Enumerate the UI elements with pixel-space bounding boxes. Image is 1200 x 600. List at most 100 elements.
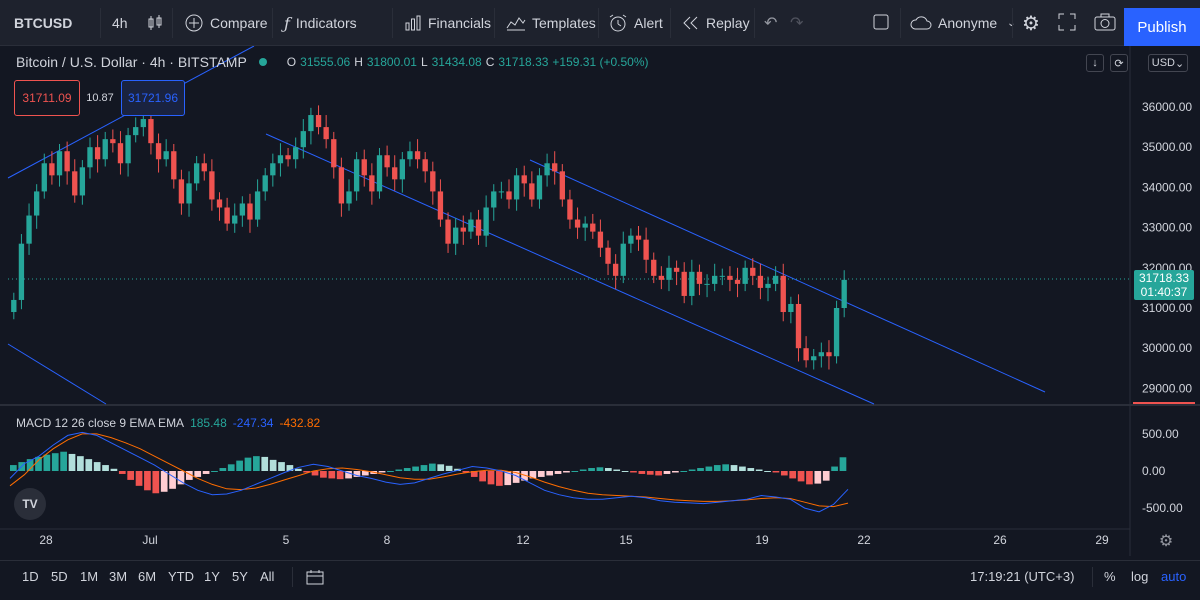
cloud-icon bbox=[910, 15, 932, 31]
time-tick-label: 15 bbox=[619, 533, 633, 547]
macd-hist-bar bbox=[412, 466, 419, 471]
candle-body bbox=[719, 275, 725, 277]
range-all[interactable]: All bbox=[260, 569, 275, 584]
macd-hist-bar bbox=[211, 471, 218, 472]
macd-hist-bar bbox=[135, 471, 143, 486]
candle-body bbox=[452, 227, 459, 244]
macd-tick-label: -500.00 bbox=[1142, 501, 1183, 515]
templates-button[interactable]: Templates bbox=[502, 6, 600, 40]
undo-button[interactable]: ↶ bbox=[760, 6, 781, 40]
chart-canvas[interactable]: 36000.0035000.0034000.0033000.0032000.00… bbox=[0, 46, 1200, 556]
range-1m[interactable]: 1M bbox=[80, 569, 99, 584]
macd-hist-bar bbox=[663, 471, 671, 474]
candle-body bbox=[384, 155, 390, 168]
financials-button[interactable]: Financials bbox=[400, 6, 495, 40]
range-5y[interactable]: 5Y bbox=[232, 569, 248, 584]
time-tick-label: 26 bbox=[993, 533, 1007, 547]
close-label: C bbox=[485, 55, 495, 69]
macd-hist-bar bbox=[722, 464, 730, 471]
reset-chart-button[interactable]: ⟳ bbox=[1110, 54, 1128, 72]
chart-style-button[interactable] bbox=[142, 6, 174, 40]
buy-button[interactable]: 31721.96 bbox=[121, 80, 185, 116]
scroll-down-button[interactable]: ↓ bbox=[1086, 54, 1104, 72]
replay-button[interactable]: Replay bbox=[678, 6, 754, 40]
macd-hist-bar bbox=[261, 456, 269, 471]
log-toggle[interactable]: log bbox=[1131, 569, 1149, 584]
macd-hist-bar bbox=[479, 471, 486, 482]
publish-button[interactable]: Publish bbox=[1124, 8, 1200, 46]
range-1y[interactable]: 1Y bbox=[204, 569, 220, 584]
camera-icon bbox=[1094, 13, 1116, 34]
layout-name-button[interactable]: Anonyme ⌄ bbox=[906, 6, 1020, 40]
candle-body bbox=[254, 191, 261, 220]
auto-toggle[interactable]: auto bbox=[1161, 569, 1187, 584]
settings-button[interactable]: ⚙ bbox=[1018, 6, 1044, 40]
macd-hist-bar bbox=[43, 454, 51, 471]
divider bbox=[670, 8, 671, 38]
range-6m[interactable]: 6M bbox=[138, 569, 157, 584]
candle-body bbox=[414, 151, 421, 160]
date-range-button[interactable] bbox=[306, 569, 324, 588]
fullscreen-button[interactable] bbox=[1054, 6, 1080, 40]
divider bbox=[100, 8, 101, 38]
candle-body bbox=[422, 159, 428, 172]
range-5d[interactable]: 5D bbox=[51, 569, 68, 584]
candle-body bbox=[491, 191, 497, 208]
macd-hist-bar bbox=[646, 471, 654, 475]
redo-button[interactable]: ↷ bbox=[786, 6, 807, 40]
candle-body bbox=[148, 119, 154, 144]
candle-body bbox=[224, 207, 230, 224]
clock[interactable]: 17:19:21 (UTC+3) bbox=[970, 569, 1075, 584]
currency-select[interactable]: USD ⌄ bbox=[1148, 54, 1188, 72]
candle-body bbox=[559, 171, 565, 200]
layout-name-label: Anonyme bbox=[938, 15, 998, 31]
market-open-indicator bbox=[258, 58, 267, 66]
symbol-title: Bitcoin / U.S. Dollar · 4h · BITSTAMP bbox=[16, 54, 247, 70]
macd-hist-bar bbox=[554, 471, 562, 474]
macd-hist-bar bbox=[613, 469, 621, 471]
candle-body bbox=[612, 263, 619, 276]
candle-body bbox=[171, 151, 177, 180]
candle-body bbox=[407, 151, 413, 160]
low-value: 31434.08 bbox=[431, 55, 482, 69]
macd-hist-bar bbox=[169, 471, 176, 489]
candle-body bbox=[140, 119, 146, 128]
candle-body bbox=[513, 175, 520, 200]
gear-icon: ⚙ bbox=[1159, 533, 1173, 550]
tradingview-logo[interactable]: TV bbox=[14, 488, 46, 520]
interval-button[interactable]: 4h bbox=[108, 6, 132, 40]
sell-button[interactable]: 31711.09 bbox=[14, 80, 80, 116]
candle-body bbox=[498, 191, 505, 193]
candle-body bbox=[689, 271, 695, 296]
macd-hist-bar bbox=[60, 451, 67, 471]
candle-body bbox=[125, 135, 131, 164]
rewind-icon bbox=[682, 16, 700, 30]
indicators-button[interactable]: ƒ Indicators bbox=[280, 6, 361, 40]
chart-area[interactable]: 36000.00 35000.00 34000.00 33000.00 32000.00… bbox=[0, 46, 1200, 556]
compare-button[interactable]: Compare bbox=[180, 6, 272, 40]
macd-hist-bar bbox=[353, 471, 361, 477]
alert-button[interactable]: Alert bbox=[604, 6, 667, 40]
macd-hist-bar bbox=[227, 464, 235, 471]
refresh-icon: ⟳ bbox=[1114, 57, 1124, 70]
range-ytd[interactable]: YTD bbox=[168, 569, 194, 584]
high-value: 31800.01 bbox=[366, 55, 417, 69]
layout-button[interactable] bbox=[868, 6, 894, 40]
candle-body bbox=[445, 219, 451, 244]
redo-icon: ↷ bbox=[790, 15, 804, 32]
range-1d[interactable]: 1D bbox=[22, 569, 39, 584]
candle-body bbox=[597, 231, 604, 248]
symbol-search[interactable]: BTCUSD bbox=[10, 6, 76, 40]
snapshot-button[interactable] bbox=[1090, 6, 1120, 40]
top-toolbar: BTCUSD 4h Compare ƒ Indicators Financial… bbox=[0, 0, 1200, 46]
range-3m[interactable]: 3M bbox=[109, 569, 128, 584]
compare-label: Compare bbox=[210, 15, 268, 31]
percent-toggle[interactable]: % bbox=[1104, 569, 1116, 584]
macd-hist-bar bbox=[705, 466, 713, 471]
signal-line bbox=[9, 433, 849, 508]
alarm-clock-icon bbox=[608, 13, 628, 33]
macd-hist-bar bbox=[831, 466, 838, 471]
candle-body bbox=[430, 171, 436, 192]
replay-label: Replay bbox=[706, 15, 750, 31]
